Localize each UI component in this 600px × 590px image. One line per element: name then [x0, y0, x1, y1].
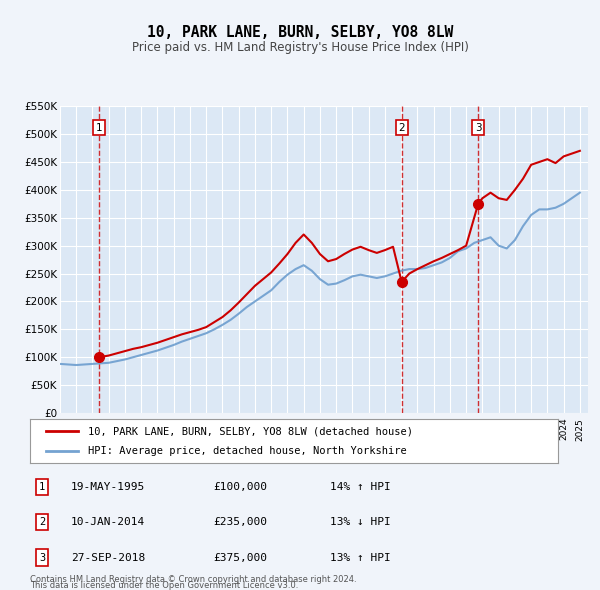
Text: £375,000: £375,000 — [213, 553, 267, 562]
Text: 1: 1 — [95, 123, 102, 133]
Text: 2: 2 — [398, 123, 405, 133]
Text: 3: 3 — [39, 553, 45, 562]
Text: 13% ↑ HPI: 13% ↑ HPI — [329, 553, 391, 562]
Text: 14% ↑ HPI: 14% ↑ HPI — [329, 482, 391, 491]
Text: This data is licensed under the Open Government Licence v3.0.: This data is licensed under the Open Gov… — [30, 581, 298, 590]
Text: 10, PARK LANE, BURN, SELBY, YO8 8LW (detached house): 10, PARK LANE, BURN, SELBY, YO8 8LW (det… — [88, 427, 413, 436]
Text: 2: 2 — [39, 517, 45, 527]
Text: HPI: Average price, detached house, North Yorkshire: HPI: Average price, detached house, Nort… — [88, 446, 407, 455]
Text: 19-MAY-1995: 19-MAY-1995 — [71, 482, 145, 491]
Text: Price paid vs. HM Land Registry's House Price Index (HPI): Price paid vs. HM Land Registry's House … — [131, 41, 469, 54]
Text: £100,000: £100,000 — [213, 482, 267, 491]
Text: 27-SEP-2018: 27-SEP-2018 — [71, 553, 145, 562]
Text: 10, PARK LANE, BURN, SELBY, YO8 8LW: 10, PARK LANE, BURN, SELBY, YO8 8LW — [147, 25, 453, 40]
Text: 1: 1 — [39, 482, 45, 491]
Text: 3: 3 — [475, 123, 481, 133]
Text: £235,000: £235,000 — [213, 517, 267, 527]
Text: Contains HM Land Registry data © Crown copyright and database right 2024.: Contains HM Land Registry data © Crown c… — [30, 575, 356, 584]
Text: 13% ↓ HPI: 13% ↓ HPI — [329, 517, 391, 527]
Text: 10-JAN-2014: 10-JAN-2014 — [71, 517, 145, 527]
